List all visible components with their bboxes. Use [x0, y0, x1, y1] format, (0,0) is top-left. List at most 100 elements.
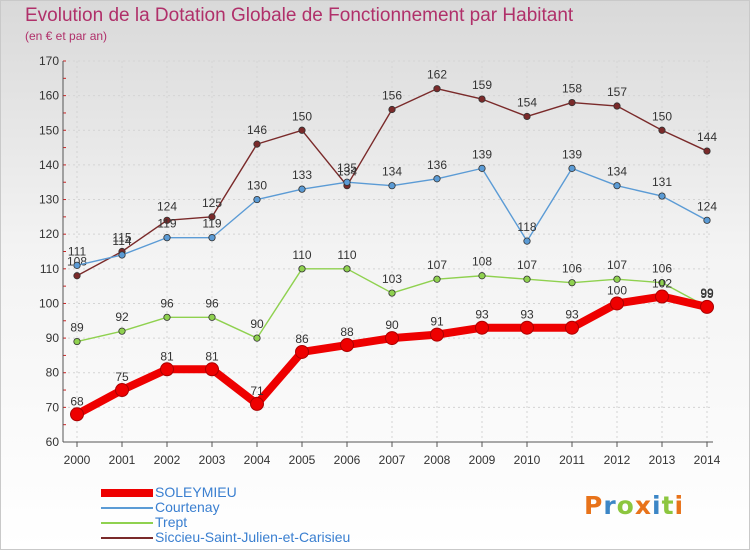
data-point [568, 98, 576, 107]
x-tick-label: 2009 [469, 453, 496, 467]
data-point [523, 275, 531, 283]
data-point [298, 126, 306, 134]
legend-label: Trept [155, 514, 188, 530]
y-tick-label: 110 [40, 262, 59, 276]
x-tick-label: 2005 [289, 453, 316, 467]
data-label: 93 [475, 308, 489, 322]
x-tick-label: 2003 [199, 453, 226, 467]
data-label: 68 [70, 394, 84, 408]
data-point [478, 164, 486, 172]
logo-letter: r [603, 491, 617, 520]
y-tick-label: 70 [46, 400, 60, 414]
x-tick-label: 2012 [604, 453, 631, 467]
y-tick-label: 160 [39, 89, 59, 103]
data-point [295, 344, 309, 359]
data-point [613, 102, 621, 110]
data-label: 86 [295, 332, 309, 346]
data-point [478, 95, 486, 103]
data-label: 135 [337, 161, 357, 175]
data-label: 150 [292, 109, 312, 123]
data-label: 106 [562, 262, 582, 276]
data-label: 71 [250, 384, 264, 398]
chart-title: Evolution de la Dotation Globale de Fonc… [25, 5, 574, 26]
data-point [73, 261, 81, 269]
data-label: 108 [67, 255, 87, 269]
data-point [73, 337, 81, 346]
y-tick-label: 140 [39, 158, 59, 172]
data-label: 139 [472, 147, 492, 161]
data-label: 134 [382, 165, 402, 179]
data-point [565, 320, 579, 335]
data-point [523, 112, 531, 121]
data-point [118, 327, 126, 335]
y-tick-label: 150 [39, 123, 59, 137]
data-point [70, 407, 84, 422]
data-label: 90 [250, 317, 264, 331]
legend: SOLEYMIEU Courtenay Trept Siccieu-Saint-Jul… [101, 484, 431, 545]
data-label: 99 [700, 286, 714, 300]
logo-letter: i [652, 491, 662, 520]
data-point [478, 272, 486, 280]
data-label: 134 [337, 165, 357, 179]
data-point [208, 313, 216, 321]
data-point [700, 299, 714, 314]
data-label: 131 [652, 175, 672, 189]
data-point [568, 279, 576, 287]
data-point [205, 362, 219, 377]
proxiti-logo: Proxiti [584, 491, 684, 520]
data-label: 119 [202, 217, 221, 231]
y-tick-label: 80 [46, 366, 60, 380]
data-point [208, 234, 216, 242]
legend-label: Courtenay [155, 499, 220, 515]
data-label: 107 [427, 258, 447, 272]
data-label: 124 [157, 199, 177, 213]
legend-item: Courtenay [101, 499, 431, 515]
data-label: 111 [68, 244, 87, 258]
data-label: 134 [607, 165, 627, 179]
data-point [340, 338, 354, 353]
legend-item: Siccieu-Saint-Julien-et-Carisieu [101, 529, 431, 545]
data-point [385, 331, 399, 346]
data-point [253, 195, 261, 204]
data-label: 139 [562, 147, 582, 161]
logo-letter: o [616, 491, 635, 520]
legend-swatch [101, 522, 153, 524]
data-label: 106 [652, 262, 672, 276]
data-point [115, 383, 129, 398]
data-point [433, 85, 441, 93]
data-point [655, 289, 669, 304]
x-tick-label: 2008 [424, 453, 451, 467]
data-label: 100 [607, 283, 627, 297]
data-label: 92 [115, 310, 129, 324]
data-point [613, 275, 621, 283]
data-point [703, 216, 711, 224]
data-point [523, 237, 531, 245]
data-point [253, 334, 261, 342]
data-point [433, 275, 441, 283]
data-point [475, 320, 489, 335]
legend-swatch [101, 507, 153, 509]
data-point [208, 213, 216, 221]
data-point [163, 313, 171, 321]
data-label: 110 [292, 248, 311, 262]
data-label: 81 [205, 349, 219, 363]
data-point [658, 192, 666, 200]
data-label: 130 [247, 179, 267, 193]
x-tick-label: 2011 [559, 453, 585, 467]
data-label: 88 [340, 325, 354, 339]
data-point [118, 251, 126, 259]
data-point [658, 279, 666, 287]
data-point [703, 147, 711, 155]
y-tick-label: 90 [46, 331, 60, 345]
data-label: 115 [112, 231, 131, 245]
data-point [163, 234, 171, 242]
data-point [163, 216, 171, 224]
data-point [343, 265, 351, 273]
x-tick-label: 2006 [334, 453, 361, 467]
legend-swatch [101, 537, 153, 539]
data-label: 150 [652, 109, 672, 123]
data-label: 146 [247, 123, 267, 137]
data-label: 114 [112, 234, 131, 248]
